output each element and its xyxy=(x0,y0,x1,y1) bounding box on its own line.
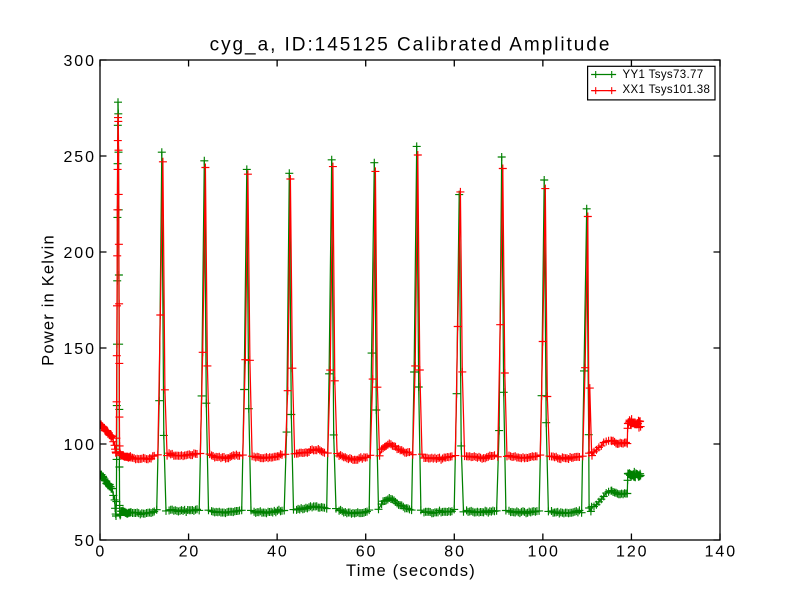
svg-text:20: 20 xyxy=(179,543,201,560)
svg-text:250: 250 xyxy=(63,149,95,166)
svg-text:40: 40 xyxy=(267,543,289,560)
svg-text:80: 80 xyxy=(444,543,466,560)
svg-text:cyg_a, ID:145125 Calibrated Am: cyg_a, ID:145125 Calibrated Amplitude xyxy=(210,35,612,56)
svg-text:XX1 Tsys101.38: XX1 Tsys101.38 xyxy=(623,84,711,96)
svg-text:150: 150 xyxy=(63,341,95,358)
svg-text:200: 200 xyxy=(63,245,95,262)
svg-text:140: 140 xyxy=(705,543,737,560)
svg-text:100: 100 xyxy=(527,543,559,560)
svg-text:50: 50 xyxy=(74,533,96,550)
svg-text:60: 60 xyxy=(356,543,378,560)
svg-text:YY1 Tsys73.77: YY1 Tsys73.77 xyxy=(623,69,704,81)
svg-text:0: 0 xyxy=(95,543,106,560)
svg-text:100: 100 xyxy=(63,437,95,454)
svg-text:300: 300 xyxy=(63,53,95,70)
svg-text:120: 120 xyxy=(616,543,648,560)
svg-text:Power in Kelvin: Power in Kelvin xyxy=(40,234,58,366)
svg-text:Time (seconds): Time (seconds) xyxy=(346,562,476,580)
